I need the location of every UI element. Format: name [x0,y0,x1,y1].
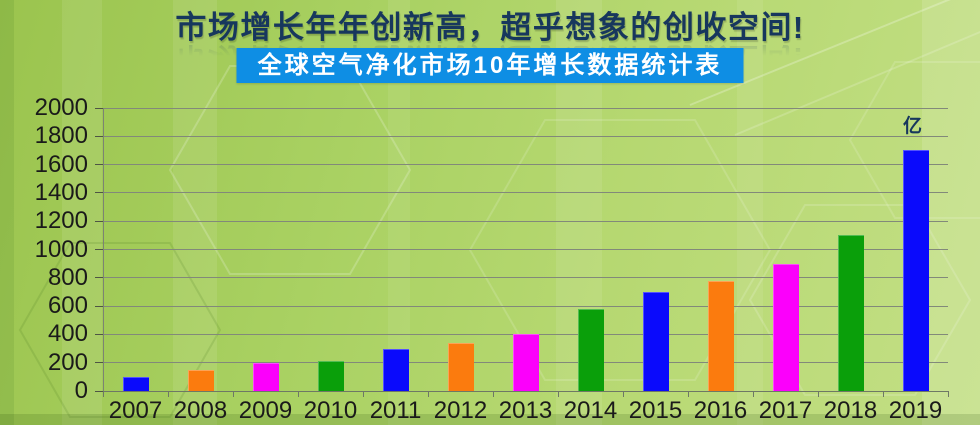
bar-2013 [512,334,539,391]
x-tick [817,391,819,397]
x-tick [297,391,299,397]
y-tick [95,220,103,222]
bar-2008 [187,369,214,391]
gridline [103,107,948,109]
x-tick [687,391,689,397]
y-axis-label: 1600 [34,150,88,178]
y-axis-label: 1000 [34,235,88,263]
x-axis-label: 2018 [823,397,878,424]
x-tick [362,391,364,397]
bar-2007 [122,376,149,391]
y-tick [95,362,103,364]
bar-2014 [577,308,604,391]
y-tick [95,249,103,250]
y-axis-label: 2000 [34,94,88,121]
bar-2018 [837,235,864,391]
x-axis-label: 2008 [173,397,228,424]
x-tick [947,391,949,397]
gridline [103,249,948,250]
bar-2010 [317,361,344,391]
gridline [103,192,948,194]
x-tick [557,391,559,397]
unit-label: 亿 [902,116,923,137]
x-axis-label: 2012 [433,397,488,424]
y-axis-label: 1800 [34,122,88,150]
x-axis-label: 2009 [238,397,293,424]
x-tick [427,391,429,397]
y-axis-label: 200 [47,348,88,376]
x-tick [752,391,754,397]
x-tick [882,391,884,397]
bar-2016 [707,280,734,391]
y-axis-label: 1200 [34,207,88,235]
x-axis-label: 2015 [628,397,683,424]
subtitle-banner-text: 全球空气净化市场10年增长数据统计表 [257,52,723,79]
y-axis-label: 0 [74,377,88,404]
x-axis-line [103,390,948,392]
y-axis-label: 400 [47,320,88,348]
y-tick [95,333,103,335]
gridline [103,305,948,307]
x-axis-label: 2014 [563,397,618,424]
y-tick [95,135,103,137]
x-axis-label: 2007 [108,397,163,424]
y-tick [95,390,103,392]
bar-2011 [382,348,409,391]
x-axis-label: 2010 [303,397,358,424]
y-axis-label: 1400 [34,178,88,206]
y-tick [95,107,103,109]
x-tick [102,391,104,397]
y-tick [95,305,103,307]
gridline [103,164,948,166]
gridline [103,277,948,279]
y-tick [95,277,103,279]
x-tick [622,391,624,397]
bar-2015 [642,291,669,391]
bar-2012 [447,342,474,391]
x-tick [232,391,234,397]
y-tick [95,192,103,194]
x-tick [492,391,494,397]
x-axis-label: 2019 [888,397,943,424]
y-tick [95,164,103,166]
gridline [103,135,948,137]
y-axis-label: 800 [47,263,88,291]
bar-2017 [772,263,799,391]
y-axis-label: 600 [47,292,88,320]
bar-2019 [902,150,929,391]
bar-2009 [252,362,279,391]
x-axis-label: 2016 [693,397,748,424]
subtitle-banner: 全球空气净化市场10年增长数据统计表 [236,48,744,83]
y-axis-line [103,108,104,391]
gridline [103,220,948,222]
page-title: 市场增长年年创新高，超乎想象的创收空间! [175,10,805,45]
x-tick [167,391,169,397]
x-axis-label: 2011 [369,397,422,424]
x-axis-label: 2013 [498,397,553,424]
x-axis-label: 2017 [758,397,813,424]
